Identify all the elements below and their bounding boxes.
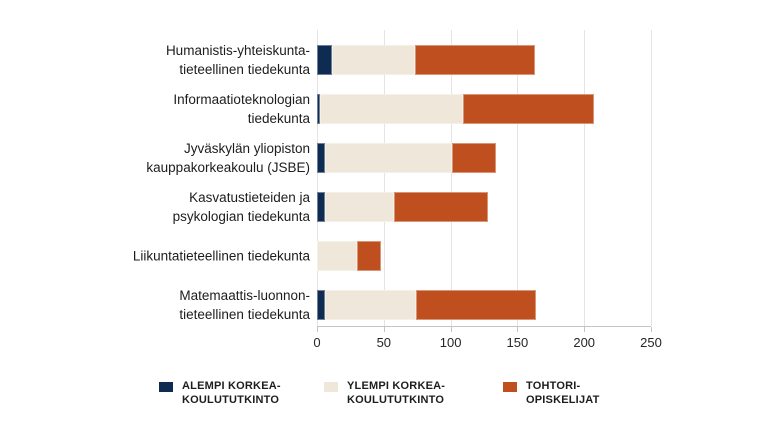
gridline [584,30,586,326]
x-axis-tick-label: 50 [376,335,392,350]
legend-entry: YLEMPI KORKEA- KOULUTUTKINTO [324,380,445,407]
legend-swatch [503,382,517,392]
bar-segment-tohtoriopiskelijat [462,94,594,124]
category-label: Jyväskylän yliopiston kauppakorkeakoulu (… [54,139,310,177]
bar-segment-tohtoriopiskelijat [415,290,537,320]
category-label-line: psykologian tiedekunta [172,209,310,224]
legend-label: YLEMPI KORKEA- KOULUTUTKINTO [347,380,445,407]
legend-label: TOHTORI- OPISKELIJAT [526,380,600,407]
bar-segment-ylempi-korkeakoulututkinto [317,241,358,271]
category-label: Humanistis-yhteiskunta-tieteellinen tied… [54,41,310,79]
legend-label-line: KOULUTUTKINTO [182,393,280,406]
plot-area [317,30,652,326]
category-label-line: tiedekunta [247,111,310,126]
gridline [517,30,519,326]
x-axis-line [317,326,651,327]
x-axis-tick [517,327,519,332]
bar-segment-ylempi-korkeakoulututkinto [319,94,463,124]
x-axis-tick [450,327,452,332]
category-label-line: Liikuntatieteellinen tiedekunta [132,248,310,264]
legend-label-line: YLEMPI KORKEA- [347,380,446,392]
bar-segment-ylempi-korkeakoulututkinto [325,290,416,320]
category-label-line: Informaatioteknologian [173,92,310,107]
legend-swatch [324,382,338,392]
bar-segment-tohtoriopiskelijat [394,192,488,222]
bar-segment-tohtoriopiskelijat [414,45,535,75]
legend-label-line: TOHTORI- [526,380,581,392]
legend-label-line: ALEMPI KORKEA- [182,380,281,392]
gridline [317,30,318,326]
x-axis-tick [383,327,385,332]
gridline [651,30,652,326]
bar-segment-tohtoriopiskelijat [357,241,382,271]
bar-row [317,45,651,75]
legend-entry: TOHTORI- OPISKELIJAT [503,380,600,407]
category-label: Liikuntatieteellinen tiedekunta [54,247,310,266]
gridline [383,30,385,326]
legend-entry: ALEMPI KORKEA- KOULUTUTKINTO [159,380,281,407]
bar-segment-alempi-korkeakoulututkinto [317,290,326,320]
category-label-line: tieteellinen tiedekunta [179,62,310,77]
legend-swatch [159,382,173,392]
category-label: Matemaattis-luonnon-tieteellinen tiedeku… [54,286,310,324]
category-label: Informaatioteknologian tiedekunta [54,90,310,128]
bar-row [317,192,651,222]
legend-label-line: OPISKELIJAT [526,393,600,406]
x-axis-tick-label: 0 [313,335,321,350]
bar-segment-alempi-korkeakoulututkinto [317,192,326,222]
x-axis-tick [317,327,318,332]
bar-segment-tohtoriopiskelijat [451,143,496,173]
bar-row [317,94,651,124]
bar-segment-ylempi-korkeakoulututkinto [331,45,415,75]
bar-row [317,290,651,320]
category-label-line: kauppakorkeakoulu (JSBE) [146,160,310,175]
bar-segment-ylempi-korkeakoulututkinto [325,192,395,222]
category-label-line: Matemaattis-luonnon- [179,288,310,303]
bar-segment-ylempi-korkeakoulututkinto [325,143,452,173]
x-axis-tick-label: 100 [439,335,462,350]
category-label-line: Jyväskylän yliopiston [183,141,310,156]
category-label-line: Humanistis-yhteiskunta- [165,43,310,58]
bar-row [317,143,651,173]
bar-segment-alempi-korkeakoulututkinto [317,94,320,124]
x-axis-tick [651,327,652,332]
gridline [450,30,452,326]
category-label-line: Kasvatustieteiden ja [189,190,310,205]
category-label-line: tieteellinen tiedekunta [179,307,310,322]
bar-segment-alempi-korkeakoulututkinto [317,45,332,75]
bar-segment-alempi-korkeakoulututkinto [317,143,326,173]
x-axis-tick-label: 150 [506,335,529,350]
legend-label: ALEMPI KORKEA- KOULUTUTKINTO [182,380,281,407]
x-axis-tick-label: 250 [640,335,662,350]
x-axis-tick [584,327,586,332]
x-axis-tick-label: 200 [573,335,596,350]
legend-label-line: KOULUTUTKINTO [347,393,445,406]
category-label: Kasvatustieteiden ja psykologian tiedekun… [54,188,310,226]
bar-row [317,241,651,271]
